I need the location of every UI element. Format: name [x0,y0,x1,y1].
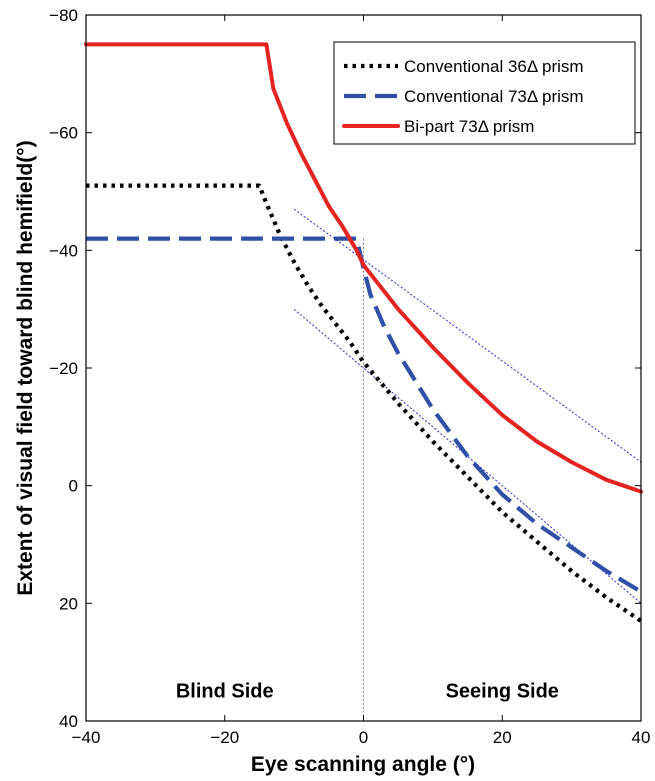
series-line-2 [84,42,643,494]
legend-label: Conventional 73Δ prism [404,87,584,106]
x-tick-label: 40 [632,728,651,747]
y-tick-label: 40 [59,712,78,731]
series-line-0 [86,183,643,623]
y-tick-label: −20 [49,359,78,378]
region-label: Blind Side [176,680,274,702]
x-tick-label: −20 [210,728,239,747]
y-tick-label: 20 [59,594,78,613]
series-layer [84,42,643,721]
legend-label: Conventional 36Δ prism [404,57,584,76]
y-tick-label: 0 [69,477,78,496]
ticks-layer: −40 −20 0 20 40 −80 −60 −40 −20 0 20 40 [49,6,650,747]
y-axis-label: Extent of visual field toward blind hemi… [14,140,37,595]
series-line-3 [293,208,642,463]
x-tick-label: 0 [359,728,368,747]
region-layer: Blind Side Seeing Side [176,680,559,702]
x-tick-label: 20 [493,728,512,747]
legend: Conventional 36Δ prism Conventional 73Δ p… [333,41,636,145]
region-label: Seeing Side [446,680,559,702]
x-tick-label: −40 [72,728,101,747]
legend-label: Bi-part 73Δ prism [404,117,534,136]
y-tick-label: −80 [49,6,78,25]
y-tick-label: −60 [49,124,78,143]
x-axis-label: Eye scanning angle (°) [251,753,475,776]
y-tick-label: −40 [49,241,78,260]
